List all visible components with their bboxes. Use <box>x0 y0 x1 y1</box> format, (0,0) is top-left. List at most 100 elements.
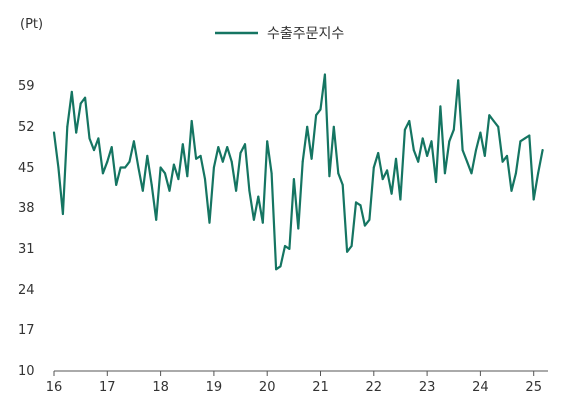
data-point <box>164 172 166 175</box>
data-point <box>124 166 127 169</box>
data-point <box>541 149 544 152</box>
data-point <box>501 160 504 163</box>
data-point <box>275 268 278 271</box>
data-point <box>208 221 211 224</box>
data-point <box>235 189 238 192</box>
data-point <box>57 166 60 169</box>
data-point <box>84 96 87 99</box>
data-point <box>221 160 224 163</box>
data-point <box>301 160 304 163</box>
data-point <box>159 166 162 169</box>
data-point <box>177 178 180 181</box>
legend: 수출주문지수 <box>215 26 344 42</box>
y-axis-ticks: 59 52 45 38 31 24 17 10 <box>18 79 35 379</box>
data-point <box>399 198 402 201</box>
data-point <box>248 189 251 192</box>
data-point <box>75 131 78 134</box>
y-tick-label: 52 <box>18 120 35 135</box>
data-point <box>217 146 220 149</box>
x-tick-label: 21 <box>312 380 329 395</box>
data-point <box>195 157 198 160</box>
data-point <box>226 146 229 149</box>
data-point <box>279 265 282 268</box>
data-point <box>359 204 362 207</box>
data-point <box>479 131 482 134</box>
data-point <box>350 245 353 247</box>
x-tick-label: 22 <box>366 380 383 395</box>
data-point <box>257 195 260 198</box>
x-tick-label: 20 <box>259 380 276 395</box>
data-point <box>523 137 526 140</box>
data-point <box>439 105 442 108</box>
data-point <box>128 160 131 163</box>
data-point <box>146 154 149 157</box>
data-point <box>150 183 153 186</box>
y-axis-unit-label: (Pt) <box>20 17 43 32</box>
legend-label: 수출주문지수 <box>267 26 344 42</box>
data-point <box>528 134 531 137</box>
data-point <box>514 172 517 175</box>
data-point <box>306 125 309 128</box>
y-tick-label: 59 <box>18 79 35 94</box>
data-point <box>172 163 175 166</box>
data-point <box>292 178 295 181</box>
data-point <box>212 166 215 169</box>
data-point <box>261 221 264 224</box>
data-point <box>337 172 340 175</box>
data-point <box>412 149 415 152</box>
x-tick-label: 17 <box>99 380 116 395</box>
y-tick-label: 38 <box>18 201 35 216</box>
y-tick-label: 24 <box>18 283 35 298</box>
x-tick-label: 23 <box>419 380 436 395</box>
data-point <box>386 169 389 172</box>
data-point <box>239 152 242 154</box>
data-point <box>519 140 522 143</box>
data-point <box>426 154 429 157</box>
x-tick-label: 24 <box>472 380 489 395</box>
data-point <box>181 143 184 146</box>
data-point <box>319 108 322 111</box>
data-point <box>315 114 318 117</box>
data-point <box>475 149 477 152</box>
data-point <box>381 178 384 181</box>
data-point <box>443 172 446 175</box>
data-point <box>488 114 491 117</box>
data-point <box>395 157 397 160</box>
data-point <box>506 154 508 157</box>
x-axis-ticks: 16 17 18 19 20 21 22 23 24 25 <box>46 371 542 395</box>
data-point <box>244 143 246 146</box>
data-point <box>110 146 113 149</box>
series-line-export-order-index <box>52 73 544 271</box>
y-tick-label: 10 <box>18 364 35 379</box>
data-point <box>252 218 255 221</box>
data-point <box>457 79 460 82</box>
data-point <box>403 128 406 131</box>
data-point <box>492 120 495 122</box>
data-point <box>190 120 193 122</box>
data-point <box>115 183 118 186</box>
y-tick-label: 45 <box>18 161 35 176</box>
data-point <box>266 140 269 143</box>
data-point <box>421 137 424 140</box>
series-data-points <box>53 73 544 271</box>
data-point <box>53 131 55 134</box>
x-tick-label: 25 <box>525 380 542 395</box>
data-point <box>532 198 535 201</box>
data-point <box>461 149 464 152</box>
data-point <box>510 189 513 192</box>
data-point <box>230 160 233 163</box>
data-point <box>88 137 91 140</box>
data-point <box>448 140 451 143</box>
data-point <box>497 125 500 128</box>
data-point <box>297 227 300 230</box>
data-point <box>93 149 95 152</box>
data-point <box>483 154 486 157</box>
data-point <box>537 172 540 175</box>
data-point <box>199 154 202 157</box>
data-point <box>372 166 375 169</box>
data-point <box>101 172 104 175</box>
data-point <box>368 218 371 221</box>
data-point <box>310 157 313 160</box>
data-point <box>97 137 100 140</box>
